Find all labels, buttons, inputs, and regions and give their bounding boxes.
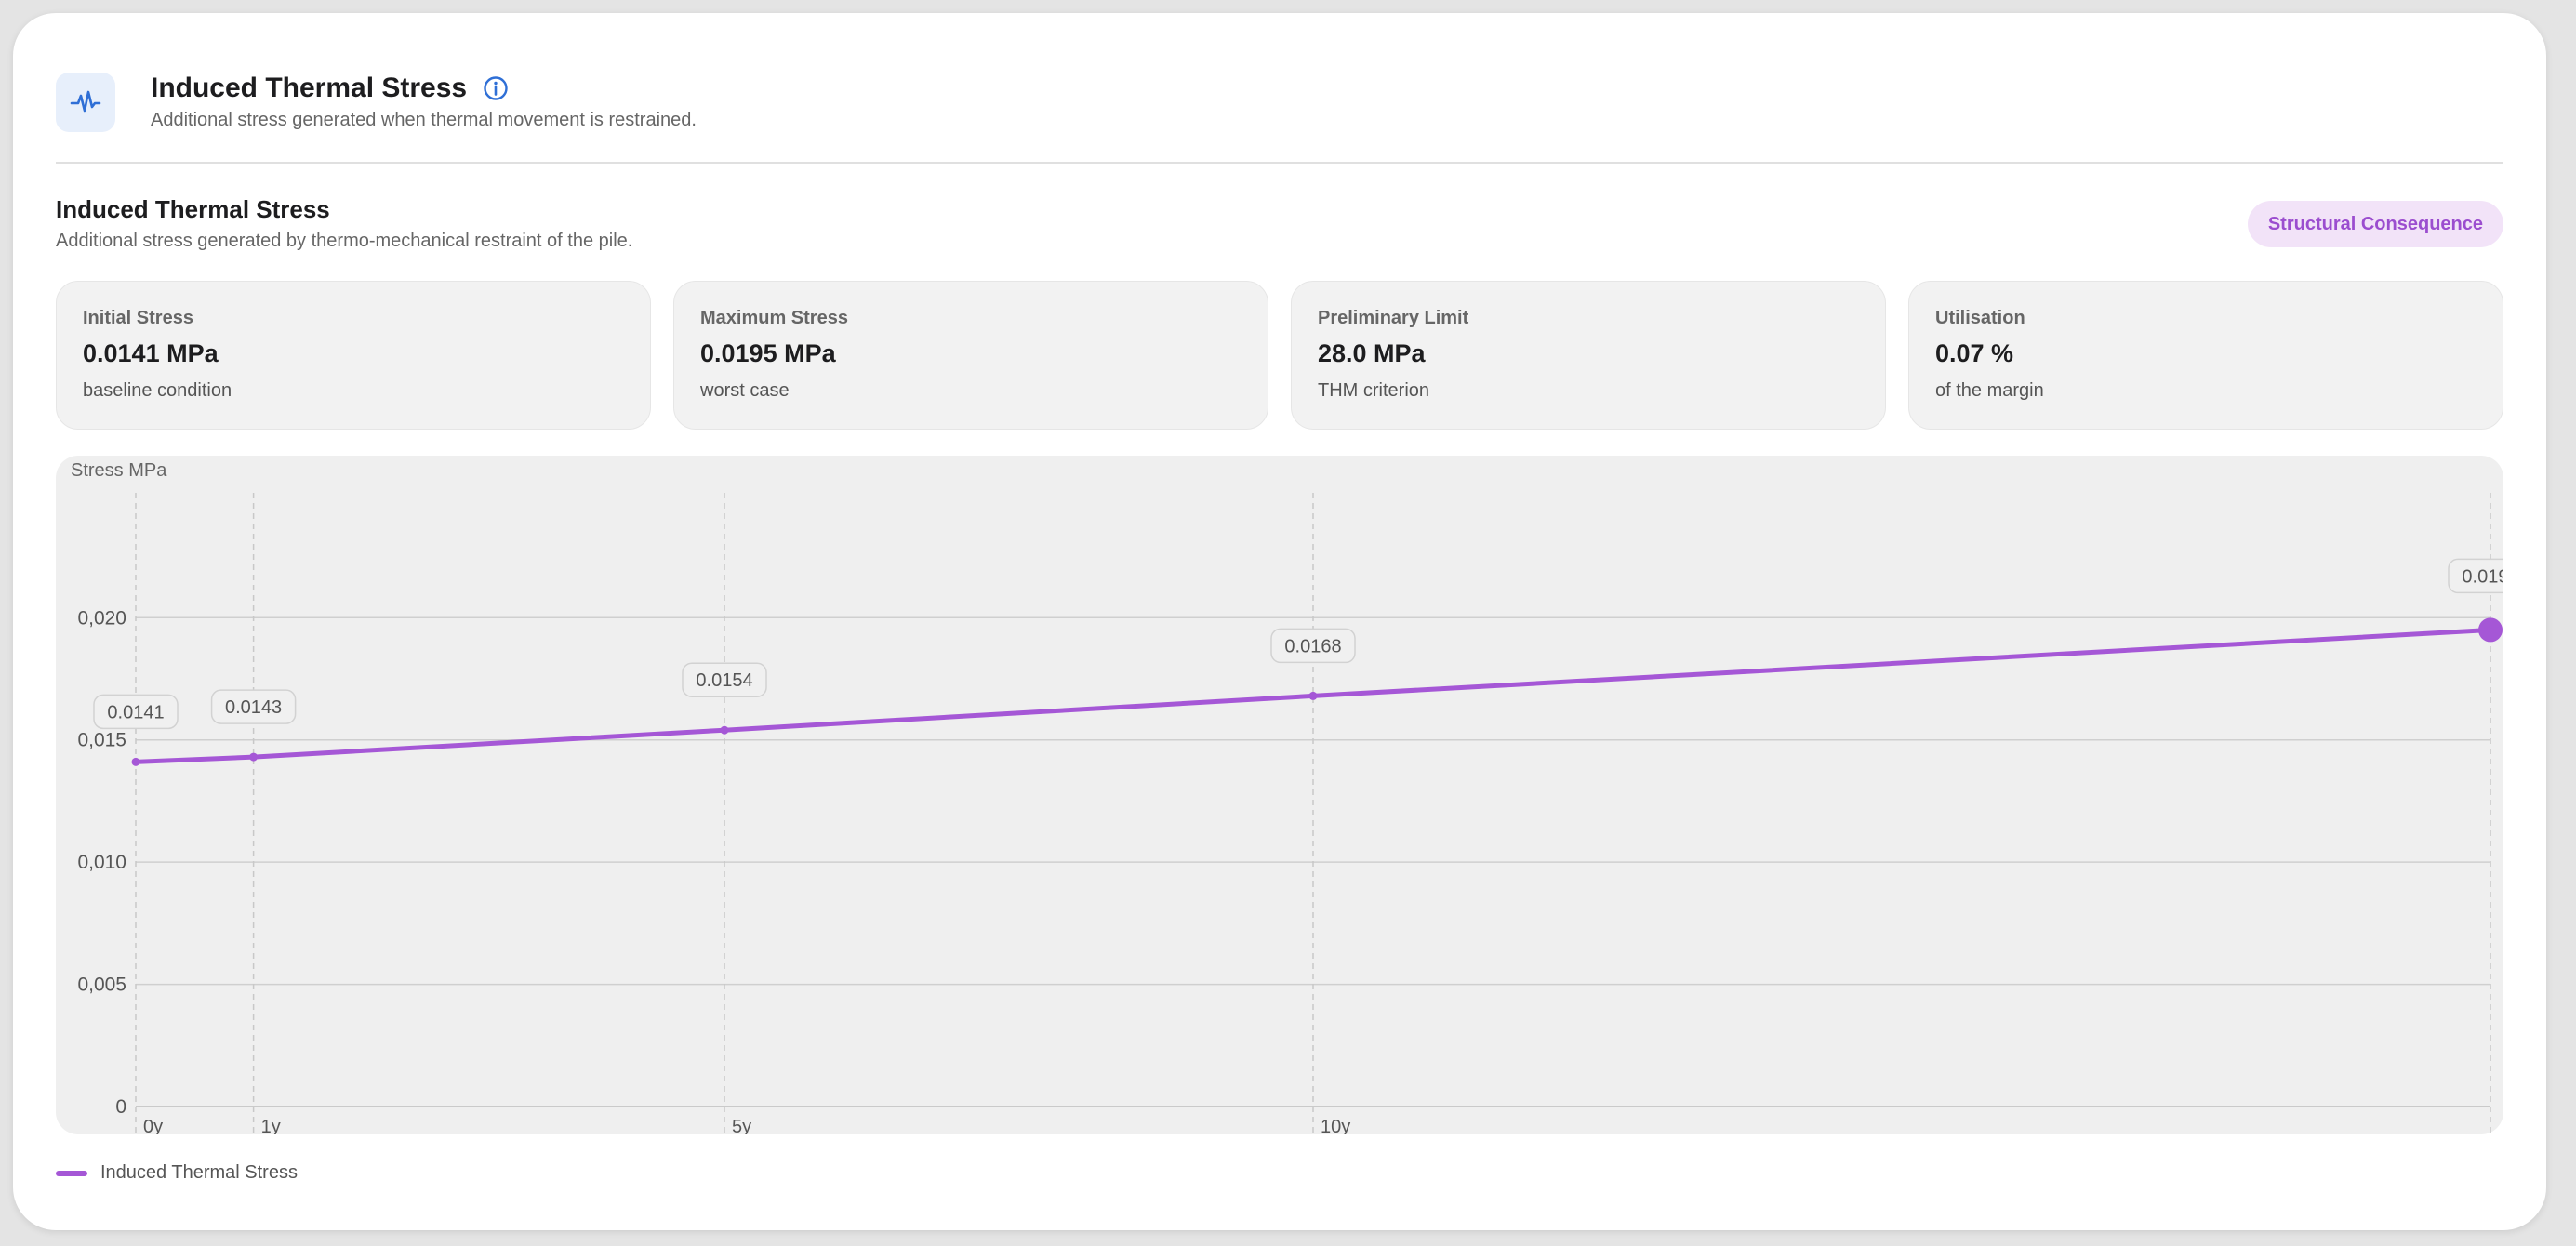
stress-line-chart: Stress MPa 0 0,005 0,010 0,015 0,020 0y 1y 5y 10y… <box>71 460 2503 1134</box>
status-badge: Structural Consequence <box>2247 201 2503 247</box>
section-title: Induced Thermal Stress <box>56 195 330 223</box>
stat-label: Maximum Stress <box>700 308 848 328</box>
stat-card-initial-stress: Initial Stress 0.0141 MPa baseline condi… <box>56 281 651 430</box>
y-tick-label: 0,020 <box>77 607 126 629</box>
data-point <box>2478 617 2503 643</box>
stat-value: 28.0 MPa <box>1318 339 1426 367</box>
section-subtitle: Additional stress generated by thermo-me… <box>56 231 633 251</box>
y-tick-label: 0 <box>115 1096 126 1118</box>
x-tick-label: 1y <box>261 1117 281 1134</box>
data-point <box>249 752 259 762</box>
data-point <box>131 757 140 766</box>
stat-card-utilisation: Utilisation 0.07 % of the margin <box>1908 281 2503 430</box>
data-label-box <box>1270 628 1356 664</box>
stat-label: Initial Stress <box>83 308 193 328</box>
data-label: 0.0141 <box>107 702 164 722</box>
data-label: 0.0195 <box>2462 566 2503 587</box>
stress-card: Induced Thermal Stress Additional stress… <box>13 13 2546 1230</box>
stat-note: of the margin <box>1935 380 2044 401</box>
chart-panel: Stress MPa 0 0,005 0,010 0,015 0,020 0y 1y 5y 10y… <box>56 456 2503 1134</box>
stat-note: THM criterion <box>1318 380 1430 401</box>
legend-swatch <box>56 1170 87 1176</box>
stat-label: Preliminary Limit <box>1318 308 1469 328</box>
data-label-box <box>93 694 179 730</box>
x-tick-label: 10y <box>1321 1117 1350 1134</box>
data-label: 0.0143 <box>225 697 282 718</box>
x-tick-label: 5y <box>732 1117 751 1134</box>
data-point <box>1308 691 1318 700</box>
data-label-box <box>210 689 297 724</box>
stat-card-preliminary-limit: Preliminary Limit 28.0 MPa THM criterion <box>1291 281 1886 430</box>
data-label-box <box>2448 558 2503 594</box>
chart-legend: Induced Thermal Stress <box>56 1162 298 1184</box>
stat-note: baseline condition <box>83 380 232 401</box>
data-label-box <box>682 662 767 697</box>
stat-note: worst case <box>700 380 790 401</box>
stat-label: Utilisation <box>1935 308 2025 328</box>
data-point <box>720 725 729 735</box>
page-title: Induced Thermal Stress <box>151 73 510 104</box>
data-label: 0.0154 <box>696 670 752 691</box>
stat-card-maximum-stress: Maximum Stress 0.0195 MPa worst case <box>673 281 1268 430</box>
page-title-text: Induced Thermal Stress <box>151 73 468 103</box>
card-header: Induced Thermal Stress Additional stress… <box>56 60 2503 164</box>
legend-label: Induced Thermal Stress <box>100 1162 298 1183</box>
stat-value: 0.0141 MPa <box>83 339 219 367</box>
data-label: 0.0168 <box>1284 636 1341 656</box>
y-axis-title: Stress MPa <box>71 460 167 481</box>
x-tick-label: 0y <box>143 1117 163 1134</box>
y-tick-label: 0,015 <box>77 730 126 751</box>
stat-value: 0.0195 MPa <box>700 339 836 367</box>
y-tick-label: 0,010 <box>77 852 126 873</box>
info-icon[interactable] <box>482 74 510 102</box>
page-subtitle: Additional stress generated when thermal… <box>151 110 697 130</box>
stat-value: 0.07 % <box>1935 339 2014 367</box>
y-tick-label: 0,005 <box>77 974 126 996</box>
pulse-icon <box>56 73 115 132</box>
